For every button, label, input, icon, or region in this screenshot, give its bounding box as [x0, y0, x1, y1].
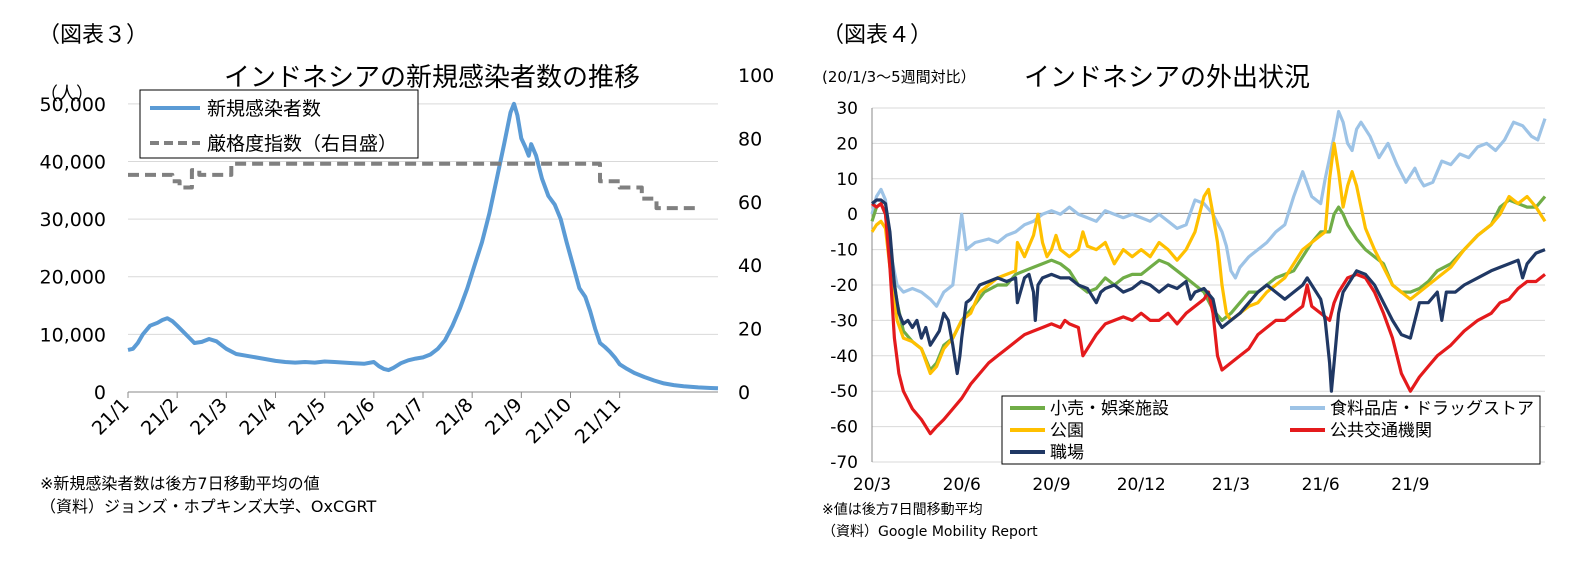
y-tick-label: -20	[830, 276, 858, 296]
y2-tick-label: 100	[738, 65, 774, 87]
y2-tick-label: 40	[738, 255, 762, 277]
chart-title: インドネシアの外出状況	[1024, 63, 1310, 93]
chart-title: インドネシアの新規感染者数の推移	[224, 63, 640, 93]
y-tick-label: -30	[830, 311, 858, 331]
y-tick-label: 0	[94, 382, 106, 404]
figure-label: （図表３）	[38, 23, 148, 48]
y-axis-ticks: -70 -60 -50 -40 -30 -20 -10 0 10 20 30	[830, 99, 858, 473]
y-tick-label: -50	[830, 382, 858, 402]
series-line-workplace	[871, 198, 1546, 393]
chart-source: （資料）Google Mobility Report	[822, 524, 1038, 540]
figure-label: （図表４）	[822, 23, 932, 48]
legend-label-parks: 公園	[1050, 421, 1084, 441]
x-tick-label: 21/7	[383, 394, 429, 440]
legend-label-workplace: 職場	[1050, 443, 1084, 463]
legend-box	[139, 89, 419, 159]
y-tick-label: -10	[830, 241, 858, 261]
x-tick-label: 21/9	[481, 394, 527, 440]
gridlines	[128, 103, 718, 335]
x-axis-ticks: 21/1 21/2 21/3 21/4 21/5 21/6 21/7 21/8 21/921/1…	[88, 392, 625, 448]
series-line-grocery-pharmacy	[870, 109, 1547, 308]
series-line-parks	[870, 141, 1547, 376]
chart-subtitle: (20/1/3～5週間対比）	[822, 68, 976, 86]
legend-label-transit: 公共交通機関	[1330, 421, 1432, 441]
chart-4: （図表４） (20/1/3～5週間対比） インドネシアの外出状況 -70-60-…	[822, 23, 1547, 540]
x-tick-label: 20/6	[943, 475, 981, 495]
chart-note: ※値は後方7日間移動平均	[822, 502, 983, 518]
x-tick-label: 21/9	[1391, 475, 1429, 495]
x-tick-label: 21/6	[1302, 475, 1340, 495]
y2-axis-ticks: 0 20 40 60 80 100	[738, 65, 774, 404]
legend-label-cases: 新規感染者数	[207, 98, 321, 120]
x-tick-label: 21/3	[1212, 475, 1250, 495]
x-tick-label: 21/6	[334, 394, 380, 440]
y2-tick-label: 60	[738, 192, 762, 214]
x-tick-label: 21/11	[571, 394, 625, 448]
y-axis-label: （人）	[40, 84, 94, 105]
y2-tick-label: 20	[738, 319, 762, 341]
y-tick-label: 0	[847, 205, 858, 225]
y2-tick-label: 0	[738, 382, 750, 404]
x-tick-label: 21/5	[284, 394, 330, 440]
y-tick-label: -70	[830, 453, 858, 473]
series-line-transit	[871, 202, 1546, 436]
y-axis-ticks: 0 10,000 20,000 30,000 40,000 50,000	[40, 94, 106, 404]
y-tick-label: 20	[836, 134, 858, 154]
y-tick-label: 50,000	[40, 94, 106, 116]
series-group	[870, 109, 1547, 436]
legend-label-grocery: 食料品店・ドラッグストア	[1330, 399, 1534, 419]
y-tick-label: 40,000	[40, 151, 106, 173]
chart-source: （資料）ジョンズ・ホプキンズ大学、OxCGRT	[40, 497, 376, 516]
series-line-retail-recreation	[870, 195, 1547, 372]
legend-box	[1001, 395, 1541, 465]
y-tick-label: -60	[830, 418, 858, 438]
series-group	[127, 101, 719, 391]
series-line-stringency-index	[128, 161, 699, 211]
y-tick-label: 20,000	[40, 267, 106, 289]
legend: 新規感染者数 厳格度指数（右目盛）	[139, 89, 419, 159]
x-tick-label: 20/9	[1032, 475, 1070, 495]
y-tick-label: 10	[836, 170, 858, 190]
x-tick-label: 20/12	[1117, 475, 1166, 495]
y-tick-label: 10,000	[40, 324, 106, 346]
x-tick-label: 21/4	[235, 394, 281, 440]
chart-note: ※新規感染者数は後方7日移動平均の値	[40, 474, 320, 493]
x-tick-label: 21/2	[137, 394, 183, 440]
x-tick-label: 21/3	[186, 394, 232, 440]
x-axis-ticks: 20/3 20/6 20/9 20/12 21/3 21/6 21/9	[853, 475, 1430, 495]
y2-tick-label: 80	[738, 128, 762, 150]
legend: 小売・娯楽施設 食料品店・ドラッグストア 公園 公共交通機関 職場	[1001, 395, 1541, 465]
legend-label-stringency: 厳格度指数（右目盛）	[207, 133, 397, 155]
y-tick-label: 30	[836, 99, 858, 119]
x-tick-label: 21/10	[522, 394, 576, 448]
y-tick-label: 30,000	[40, 209, 106, 231]
x-tick-label: 20/3	[853, 475, 891, 495]
chart-3: （図表３） インドネシアの新規感染者数の推移 （人） 0 10,000 20,000…	[38, 23, 774, 516]
legend-label-retail: 小売・娯楽施設	[1050, 399, 1169, 419]
x-tick-label: 21/8	[432, 394, 478, 440]
y-tick-label: -40	[830, 347, 858, 367]
series-line-new-cases	[127, 101, 719, 391]
